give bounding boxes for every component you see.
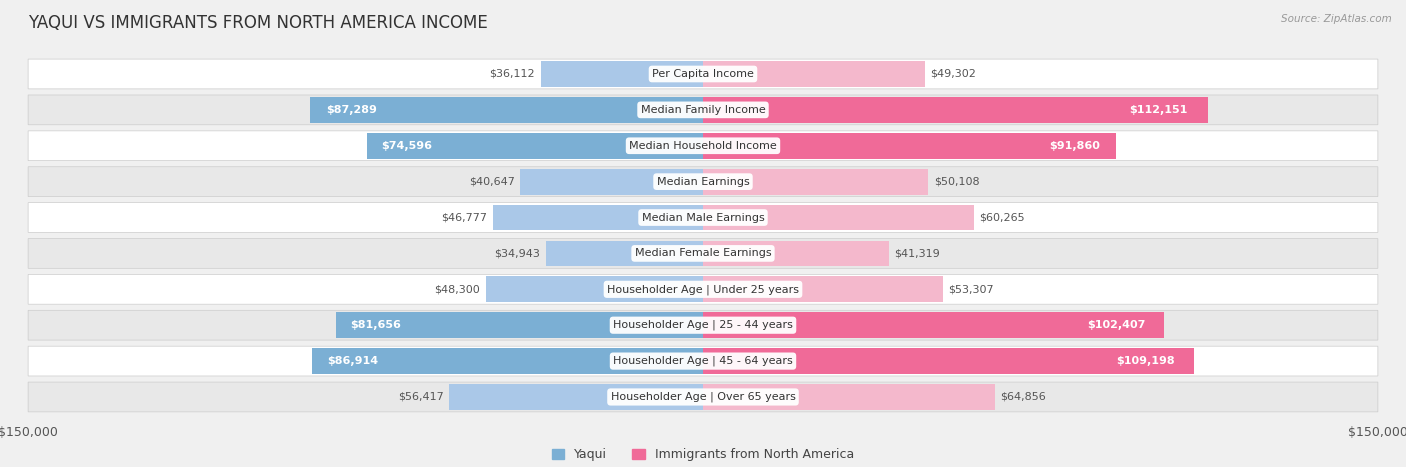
Bar <box>703 205 974 230</box>
Bar <box>492 205 703 230</box>
Bar <box>703 384 995 410</box>
Text: Householder Age | Over 65 years: Householder Age | Over 65 years <box>610 392 796 402</box>
Text: $109,198: $109,198 <box>1116 356 1174 366</box>
Text: $56,417: $56,417 <box>398 392 444 402</box>
FancyBboxPatch shape <box>28 167 1378 197</box>
Bar <box>449 384 703 410</box>
Text: Median Household Income: Median Household Income <box>628 141 778 151</box>
Text: $36,112: $36,112 <box>489 69 536 79</box>
FancyBboxPatch shape <box>28 275 1378 304</box>
Text: $64,856: $64,856 <box>1000 392 1046 402</box>
Text: $81,656: $81,656 <box>350 320 401 330</box>
Text: $34,943: $34,943 <box>495 248 540 258</box>
Bar <box>311 97 703 123</box>
Text: $46,777: $46,777 <box>441 212 486 223</box>
FancyBboxPatch shape <box>28 382 1378 412</box>
Text: $87,289: $87,289 <box>326 105 377 115</box>
Bar <box>703 276 943 302</box>
Text: $91,860: $91,860 <box>1049 141 1099 151</box>
Text: $49,302: $49,302 <box>931 69 976 79</box>
Text: $102,407: $102,407 <box>1087 320 1146 330</box>
Text: Householder Age | 25 - 44 years: Householder Age | 25 - 44 years <box>613 320 793 331</box>
Text: Per Capita Income: Per Capita Income <box>652 69 754 79</box>
FancyBboxPatch shape <box>28 310 1378 340</box>
Bar <box>703 241 889 266</box>
Bar <box>546 241 703 266</box>
FancyBboxPatch shape <box>28 203 1378 233</box>
Text: Median Earnings: Median Earnings <box>657 177 749 187</box>
Bar <box>540 61 703 87</box>
Bar <box>367 133 703 159</box>
Bar <box>703 97 1208 123</box>
Text: Householder Age | Under 25 years: Householder Age | Under 25 years <box>607 284 799 295</box>
FancyBboxPatch shape <box>28 59 1378 89</box>
Bar <box>703 348 1194 374</box>
Text: $48,300: $48,300 <box>434 284 481 294</box>
Bar <box>485 276 703 302</box>
Text: $50,108: $50,108 <box>934 177 980 187</box>
FancyBboxPatch shape <box>28 95 1378 125</box>
Bar <box>703 169 928 195</box>
Bar <box>520 169 703 195</box>
Bar <box>703 133 1116 159</box>
Bar <box>703 312 1164 338</box>
Text: $60,265: $60,265 <box>980 212 1025 223</box>
Text: Householder Age | 45 - 64 years: Householder Age | 45 - 64 years <box>613 356 793 366</box>
FancyBboxPatch shape <box>28 131 1378 161</box>
Text: $112,151: $112,151 <box>1129 105 1188 115</box>
Bar <box>703 61 925 87</box>
Text: Median Male Earnings: Median Male Earnings <box>641 212 765 223</box>
Text: YAQUI VS IMMIGRANTS FROM NORTH AMERICA INCOME: YAQUI VS IMMIGRANTS FROM NORTH AMERICA I… <box>28 14 488 32</box>
Text: $40,647: $40,647 <box>468 177 515 187</box>
Text: Median Female Earnings: Median Female Earnings <box>634 248 772 258</box>
Text: $86,914: $86,914 <box>328 356 378 366</box>
Bar <box>336 312 703 338</box>
Text: $41,319: $41,319 <box>894 248 941 258</box>
Bar <box>312 348 703 374</box>
Legend: Yaqui, Immigrants from North America: Yaqui, Immigrants from North America <box>553 448 853 461</box>
FancyBboxPatch shape <box>28 239 1378 269</box>
Text: Source: ZipAtlas.com: Source: ZipAtlas.com <box>1281 14 1392 24</box>
FancyBboxPatch shape <box>28 346 1378 376</box>
Text: $74,596: $74,596 <box>381 141 432 151</box>
Text: Median Family Income: Median Family Income <box>641 105 765 115</box>
Text: $53,307: $53,307 <box>948 284 994 294</box>
